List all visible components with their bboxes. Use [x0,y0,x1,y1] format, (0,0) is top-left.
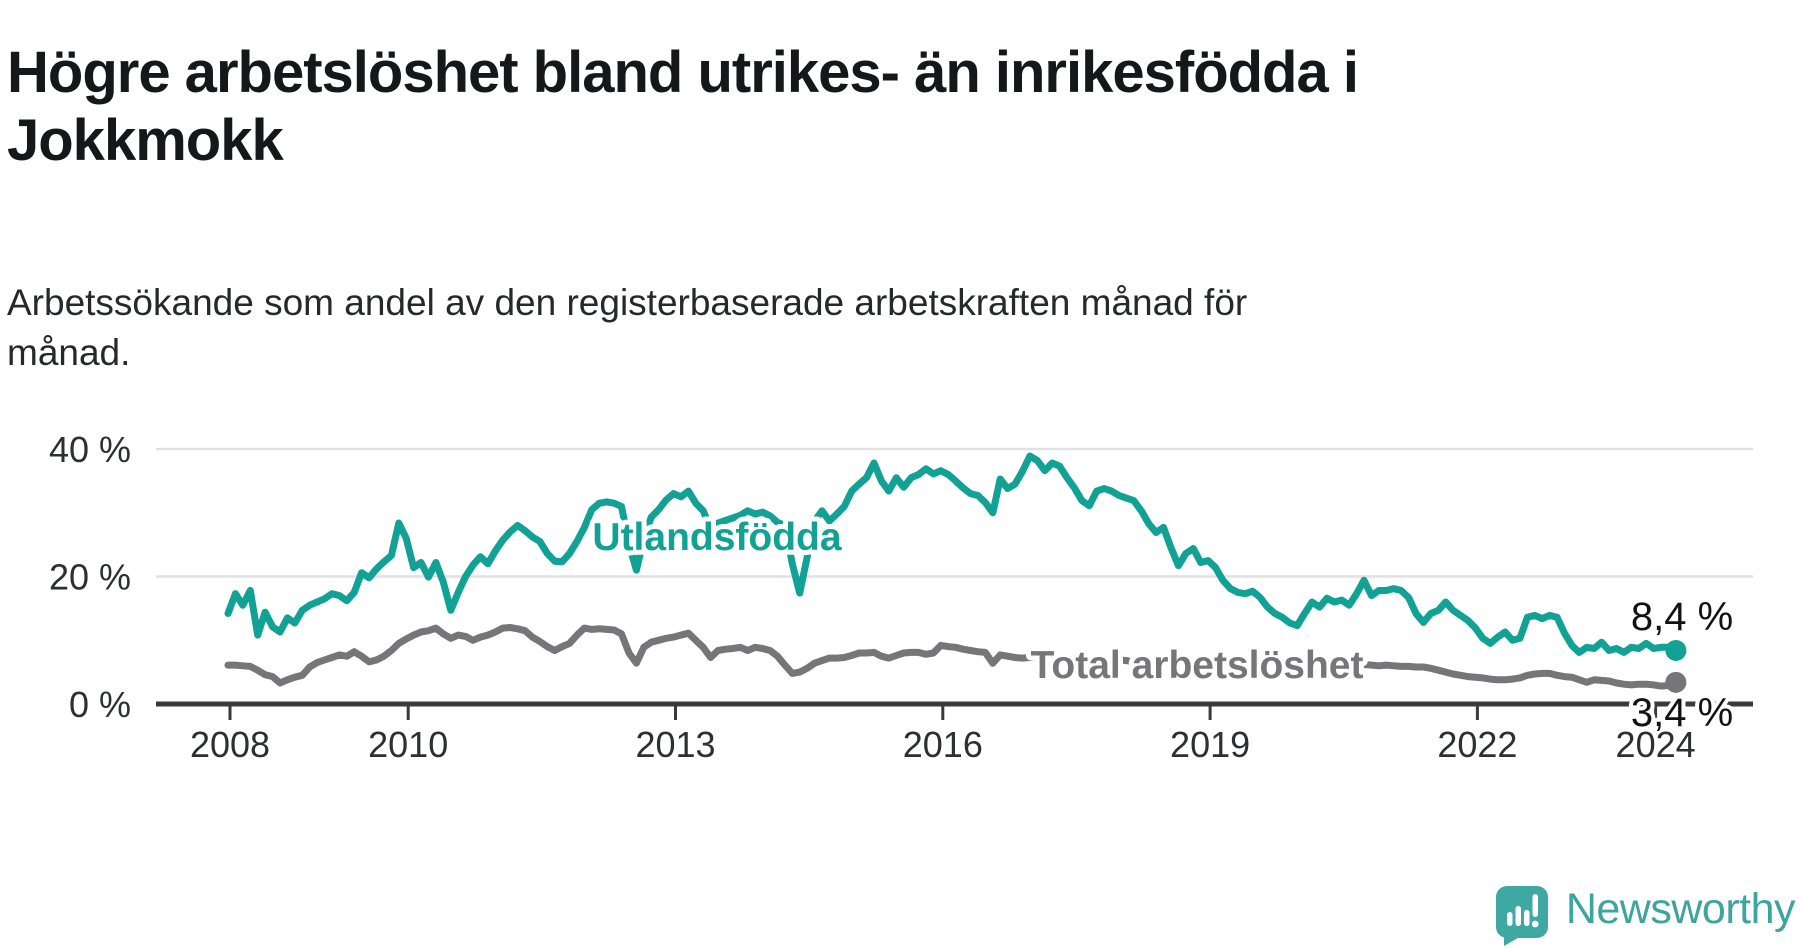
x-tick-label: 2024 [1616,724,1696,765]
gridlines [156,447,1753,578]
series-line-total [224,624,1680,690]
chart-subtitle: Arbetssökande som andel av den registerb… [7,278,1507,378]
series-end-dot [1665,671,1687,693]
subtitle-line-1: Arbetssökande som andel av den registerb… [7,282,1248,323]
x-axis-ticks [228,706,1658,720]
title-line-1: Högre arbetslöshet bland utrikes- än inr… [7,39,1359,105]
x-tick-label: 2016 [903,724,983,765]
x-tick-label: 2013 [635,724,715,765]
y-axis-labels: 0 % 20 % 40 % [49,429,131,725]
series-label: Total arbetslöshet [1030,644,1363,687]
series-end-value: 3,4 % [1631,691,1733,735]
subtitle-line-2: månad. [7,332,131,373]
series-end-value-labels: 8,4 % 3,4 % [1627,591,1737,739]
series-line-utlandsfodda [224,452,1680,656]
series-label: Utlandsfödda [592,516,841,559]
x-tick-label: 2008 [190,724,270,765]
x-tick-label: 2010 [368,724,448,765]
y-tick-label: 40 % [49,429,131,470]
series-end-dot [1665,639,1687,661]
series-lines [224,452,1680,690]
series-end-dots [1665,639,1687,693]
x-tick-label: 2019 [1170,724,1250,765]
y-tick-label: 0 % [69,684,131,725]
y-tick-label: 20 % [49,557,131,598]
title-line-2: Jokkmokk [7,107,284,173]
series-labels: Utlandsfödda Total arbetslöshet [587,511,1368,692]
page-title: Högre arbetslöshet bland utrikes- än inr… [7,39,1767,175]
newsworthy-badge-icon [1495,886,1548,946]
series-end-value: 8,4 % [1631,595,1733,639]
newsworthy-wordmark: Newsworthy [1565,884,1796,933]
newsworthy-logo: Newsworthy [1493,884,1796,948]
x-tick-label: 2022 [1437,724,1517,765]
x-axis-year-labels: 2008 2010 2013 2016 2019 2022 2024 [190,724,1696,765]
